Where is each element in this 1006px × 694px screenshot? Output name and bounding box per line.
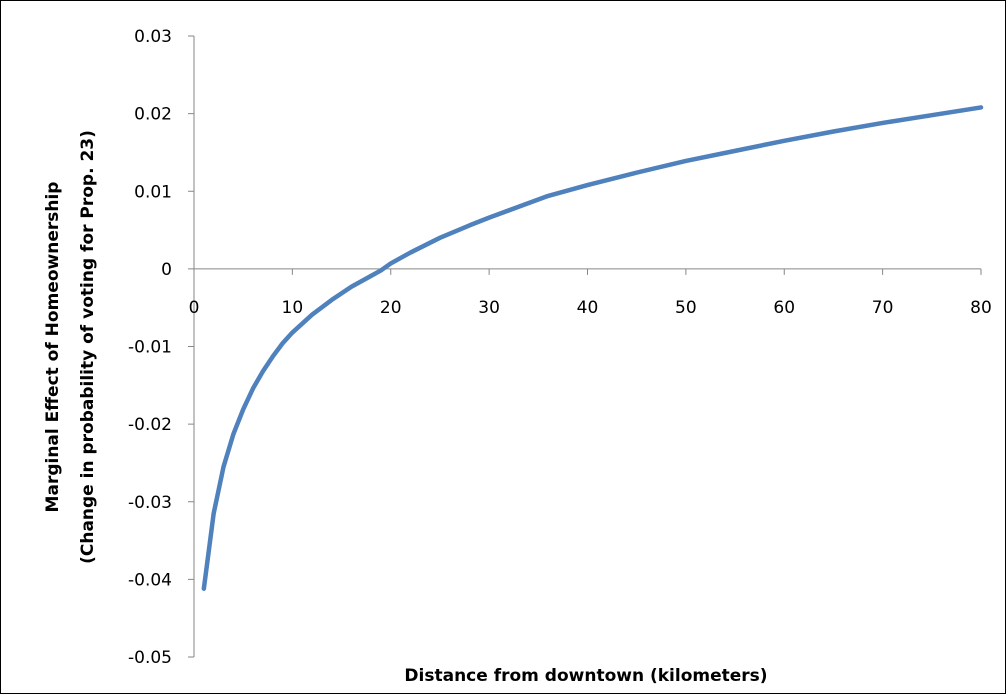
- x-tick-label: 40: [577, 298, 599, 318]
- x-tick-label: 0: [189, 298, 200, 318]
- y-tick-label: 0.03: [134, 27, 172, 47]
- y-tick-label: 0: [161, 260, 172, 280]
- x-tick-label: 80: [970, 298, 992, 318]
- y-tick-label: -0.05: [128, 648, 172, 668]
- y-tick-label: 0.02: [134, 105, 172, 125]
- series-line: [201, 105, 984, 591]
- y-axis-title-line1: Marginal Effect of Homeownership: [43, 182, 63, 513]
- y-tick-label: -0.04: [128, 570, 172, 590]
- x-tick-label: 20: [380, 298, 402, 318]
- x-tick-label: 50: [675, 298, 697, 318]
- y-tick-label: 0.01: [134, 182, 172, 202]
- y-tick-label: -0.01: [128, 338, 172, 358]
- x-axis-title: Distance from downtown (kilometers): [404, 666, 767, 686]
- x-tick-label: 70: [872, 298, 894, 318]
- y-tick-label: -0.02: [128, 415, 172, 435]
- y-tick-label: -0.03: [128, 493, 172, 513]
- x-tick-label: 60: [773, 298, 795, 318]
- x-tick-label: 30: [478, 298, 500, 318]
- x-tick-label: 10: [282, 298, 304, 318]
- y-axis-title-line2: (Change in probability of voting for Pro…: [78, 130, 98, 564]
